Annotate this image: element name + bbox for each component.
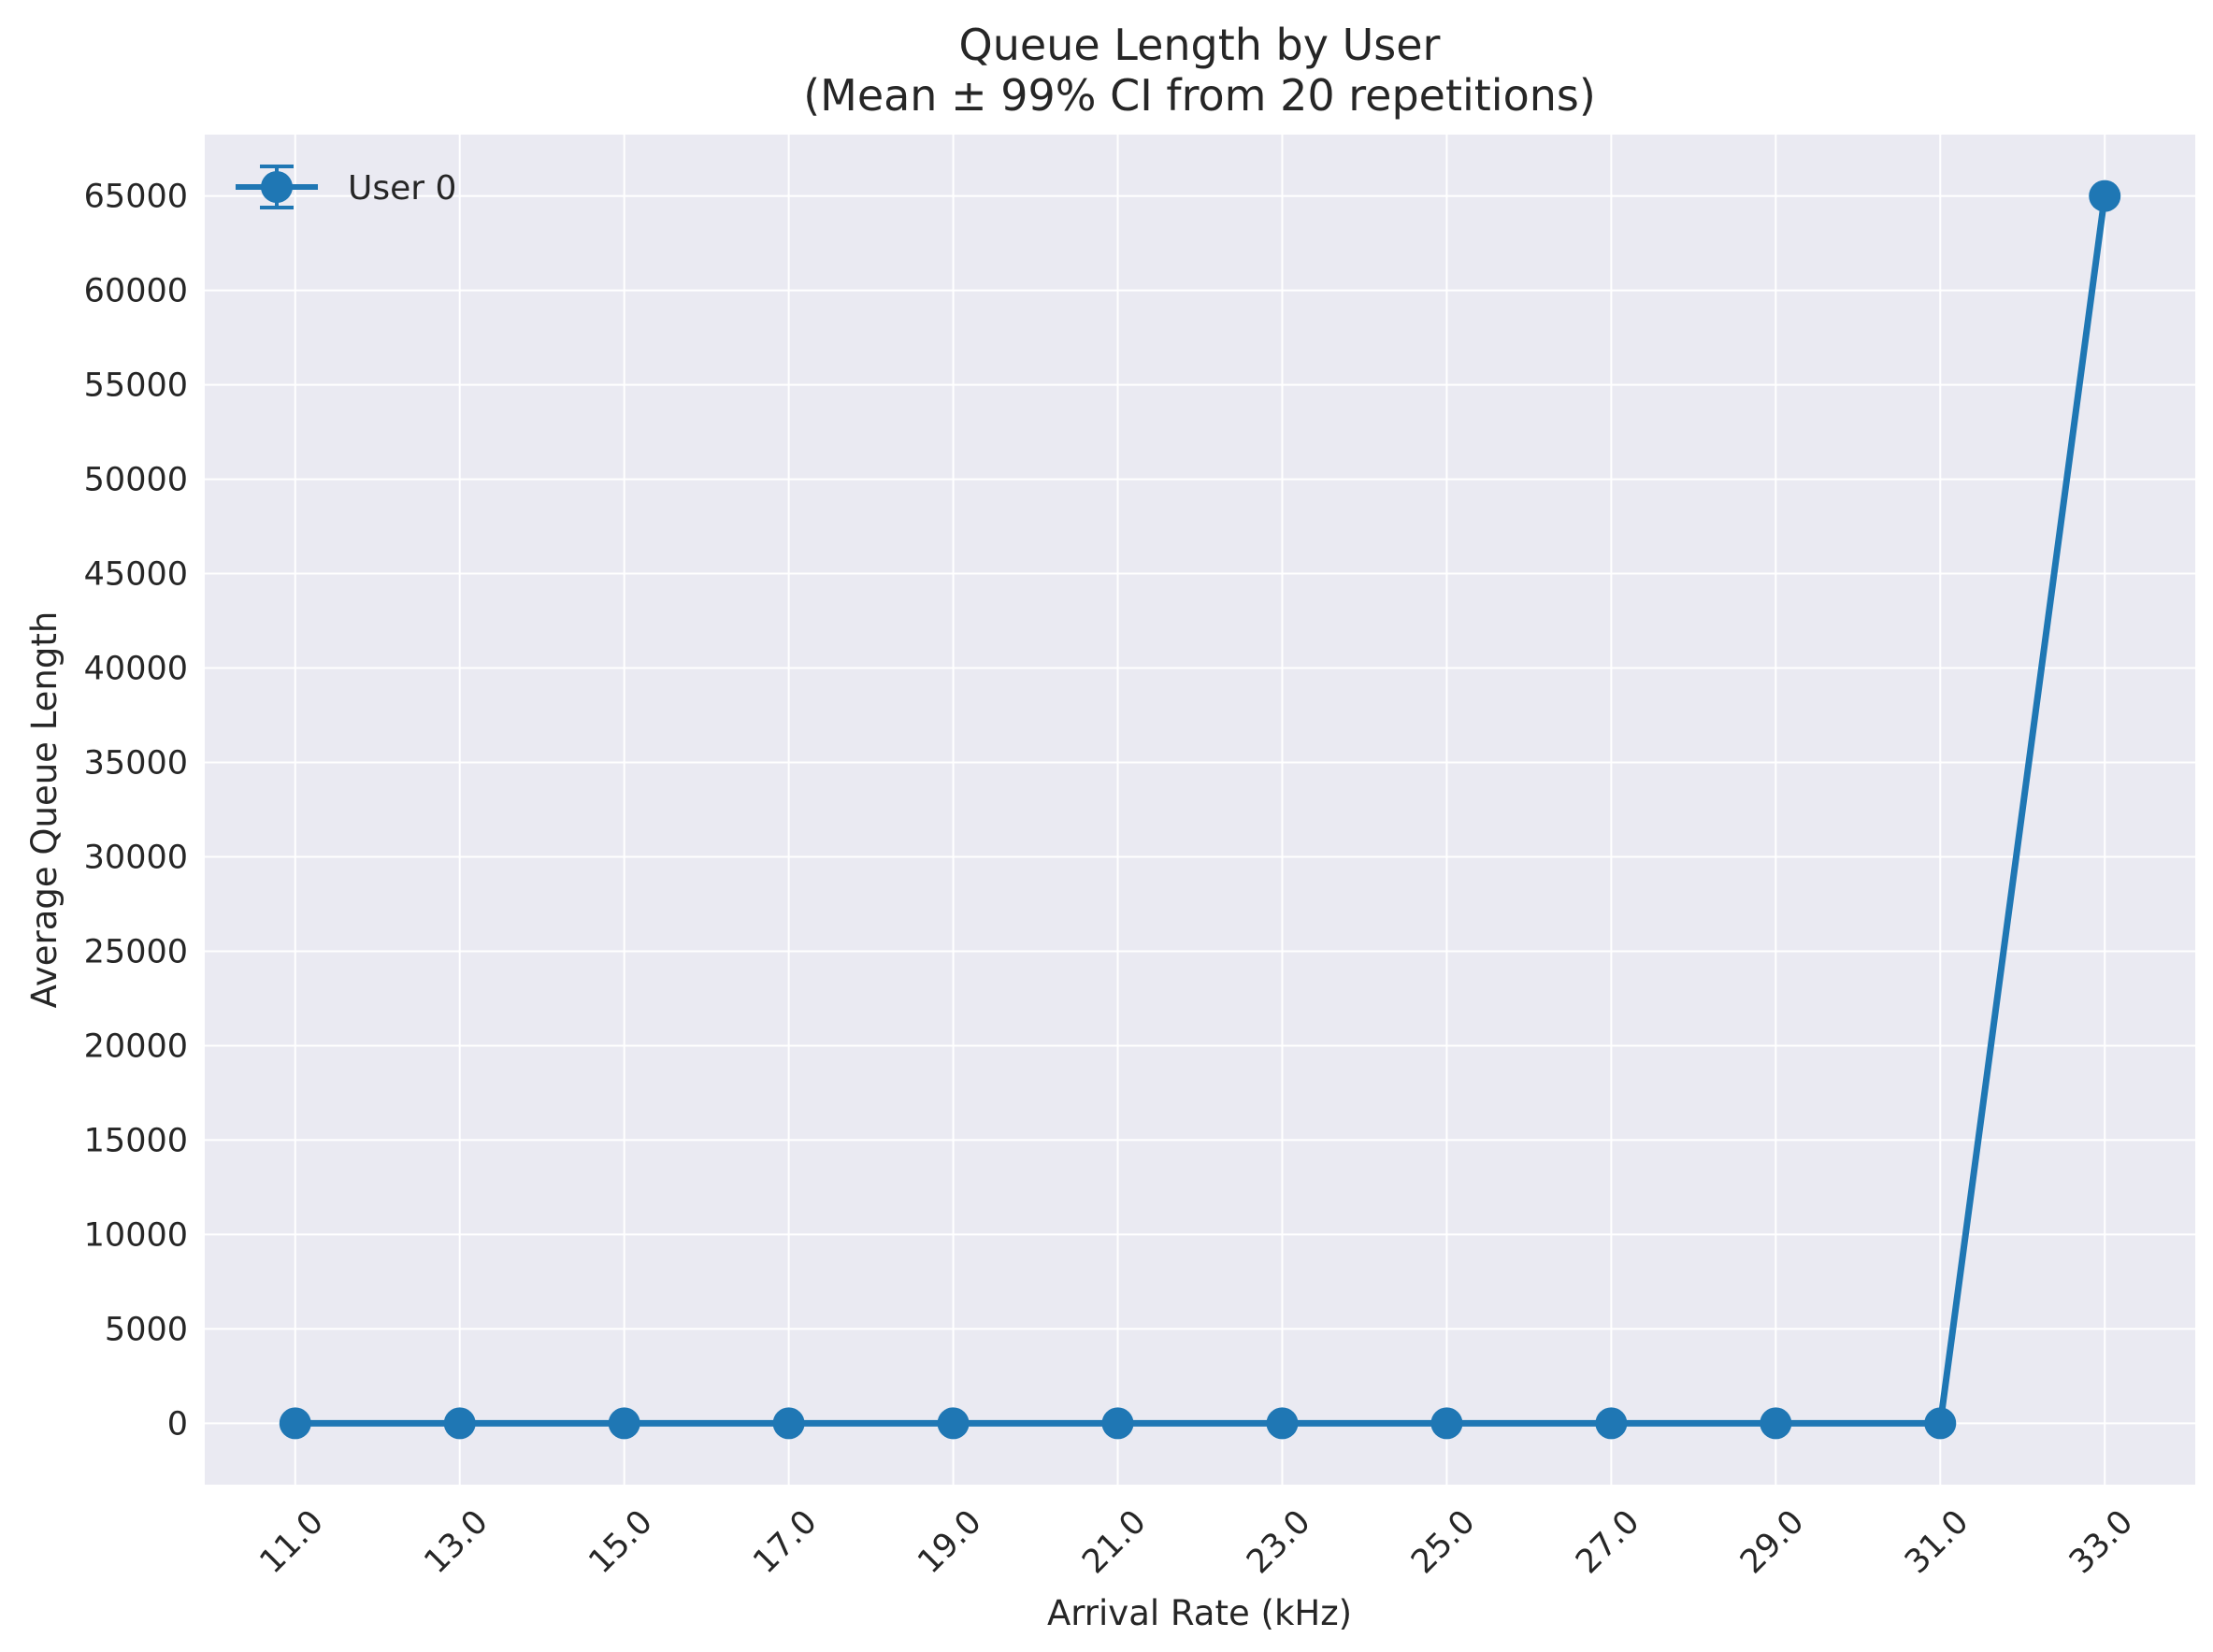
data-point	[1101, 1407, 1134, 1440]
y-tick-label: 50000	[84, 462, 188, 499]
y-axis-ticks: 0 5000 10000 15000 20000 25000 30000 35000 40000…	[84, 179, 188, 1444]
x-tick-label: 11.0	[253, 1503, 331, 1581]
y-tick-label: 35000	[84, 745, 188, 783]
y-tick-label: 0	[167, 1405, 188, 1443]
legend: User 0	[236, 165, 456, 209]
y-tick-label: 5000	[105, 1311, 188, 1348]
data-point	[772, 1407, 805, 1440]
y-tick-label: 20000	[84, 1027, 188, 1065]
x-tick-label: 23.0	[1240, 1503, 1317, 1581]
x-tick-label: 31.0	[1898, 1503, 1976, 1581]
y-tick-label: 25000	[84, 933, 188, 970]
x-tick-label: 17.0	[746, 1503, 824, 1581]
y-tick-label: 40000	[84, 651, 188, 688]
legend-label-user-0: User 0	[348, 169, 456, 208]
x-tick-label: 15.0	[582, 1503, 659, 1581]
data-point	[1266, 1407, 1299, 1440]
x-tick-label: 19.0	[911, 1503, 988, 1581]
chart-title-line1: Queue Length by User	[959, 20, 1441, 70]
data-point	[2089, 180, 2121, 212]
y-tick-label: 65000	[84, 179, 188, 216]
y-tick-label: 10000	[84, 1216, 188, 1254]
x-tick-label: 27.0	[1569, 1503, 1646, 1581]
x-tick-label: 21.0	[1075, 1503, 1153, 1581]
y-tick-label: 60000	[84, 273, 188, 310]
series-layer	[279, 180, 2121, 1440]
chart-title-line2: (Mean ± 99% CI from 20 repetitions)	[803, 70, 1596, 121]
data-point	[1760, 1407, 1792, 1440]
x-axis-ticks: 11.0 13.0 15.0 17.0 19.0 21.0 23.0 25.0 27.0 29.0…	[253, 1503, 2141, 1581]
data-point	[1430, 1407, 1463, 1440]
x-tick-label: 13.0	[417, 1503, 495, 1581]
x-tick-label: 33.0	[2062, 1503, 2140, 1581]
y-tick-label: 55000	[84, 367, 188, 405]
series-line-0	[292, 193, 2108, 1427]
data-point	[937, 1407, 970, 1440]
y-axis-label: Average Queue Length	[24, 611, 65, 1009]
x-tick-label: 25.0	[1404, 1503, 1482, 1581]
grid	[205, 135, 2195, 1485]
plot-background	[205, 135, 2195, 1485]
legend-marker	[261, 171, 293, 203]
data-point	[1924, 1407, 1957, 1440]
data-point	[279, 1407, 311, 1440]
data-point	[608, 1407, 640, 1440]
y-tick-label: 15000	[84, 1122, 188, 1159]
data-point	[443, 1407, 476, 1440]
data-point	[1595, 1407, 1628, 1440]
x-tick-label: 29.0	[1733, 1503, 1811, 1581]
y-tick-label: 45000	[84, 556, 188, 594]
x-axis-label: Arrival Rate (kHz)	[1047, 1593, 1352, 1633]
y-tick-label: 30000	[84, 839, 188, 876]
